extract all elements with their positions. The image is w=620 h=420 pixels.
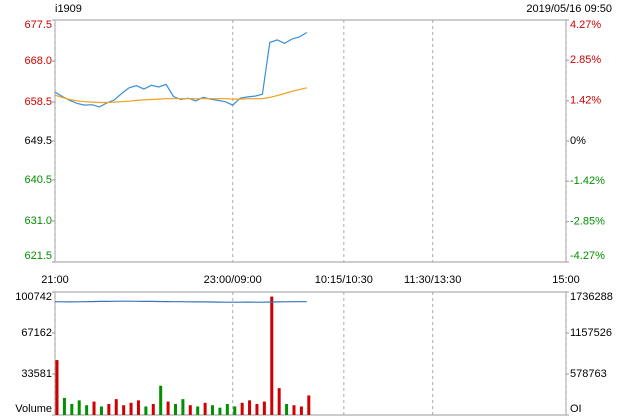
volume-bar <box>122 405 126 415</box>
volume-bar <box>270 296 274 415</box>
series-line <box>54 300 307 303</box>
y2-tick-label: 578763 <box>570 368 607 380</box>
y2-tick-label: 1736288 <box>570 291 613 303</box>
volume-bar <box>262 401 266 415</box>
x-tick-label: 23:00/09:00 <box>204 274 262 286</box>
volume-bar <box>114 399 118 415</box>
y-tick-label: 621.5 <box>24 250 52 262</box>
price-panel <box>54 19 567 263</box>
y-tick-label: 640.5 <box>24 174 52 186</box>
x-tick-label: 15:00 <box>552 274 580 286</box>
series-line <box>54 31 308 108</box>
volume-bar <box>129 402 133 415</box>
volume-bar <box>248 400 252 415</box>
volume-bar <box>307 395 311 415</box>
y2-tick-label: 4.27% <box>570 19 601 31</box>
volume-bar <box>218 407 222 415</box>
volume-bar <box>92 401 96 415</box>
y-tick-label: 100742 <box>15 291 52 303</box>
y2-tick-label: -1.42% <box>570 175 605 187</box>
volume-bar <box>211 405 215 415</box>
x-tick-label: 10:15/10:30 <box>315 274 373 286</box>
volume-bar <box>285 404 289 415</box>
volume-bar <box>181 399 185 415</box>
x-tick-label: 11:30/13:30 <box>404 274 461 286</box>
volume-panel <box>54 291 567 416</box>
volume-bar <box>233 406 237 415</box>
y2-tick-label: 0% <box>570 135 586 147</box>
volume-bar <box>99 406 103 415</box>
volume-bar <box>255 404 259 415</box>
volume-bar <box>151 404 155 415</box>
series-line <box>54 87 307 104</box>
y2-tick-label: -4.27% <box>570 250 605 262</box>
y-tick-label: 67162 <box>21 327 52 339</box>
y-tick-label: 33581 <box>21 368 52 380</box>
datetime: 2019/05/16 09:50 <box>526 3 612 15</box>
y-tick-label: 668.0 <box>24 55 52 67</box>
volume-bar <box>55 360 59 415</box>
y2-tick-label: 1157526 <box>570 327 612 339</box>
volume-bar <box>107 404 111 415</box>
y-tick-label: 658.5 <box>24 96 52 108</box>
volume-bar <box>196 406 200 415</box>
volume-bar <box>159 385 163 415</box>
volume-bar <box>70 404 74 415</box>
volume-bar <box>299 406 303 415</box>
volume-bar <box>77 400 81 415</box>
volume-bar <box>166 401 170 415</box>
y-tick-label: 677.5 <box>24 19 52 31</box>
x-tick-label: 21:00 <box>41 274 69 286</box>
volume-bar <box>173 404 177 415</box>
y2-tick-label: OI <box>570 403 582 415</box>
volume-bar <box>62 397 66 415</box>
volume-bar <box>292 405 296 415</box>
volume-bar <box>85 405 89 415</box>
y2-tick-label: 2.85% <box>570 54 601 66</box>
volume-bar <box>203 402 207 415</box>
volume-bar <box>277 388 281 415</box>
y-tick-label: 649.5 <box>24 135 52 147</box>
volume-bar <box>225 404 229 415</box>
volume-bar <box>144 406 148 415</box>
y-tick-label: Volume <box>15 403 52 415</box>
y2-tick-label: 1.42% <box>570 95 601 107</box>
volume-bar <box>136 400 140 415</box>
y-tick-label: 631.0 <box>24 215 52 227</box>
y2-tick-label: -2.85% <box>570 216 605 228</box>
symbol: i1909 <box>55 3 82 15</box>
volume-bar <box>240 402 244 415</box>
volume-bar <box>188 405 192 415</box>
